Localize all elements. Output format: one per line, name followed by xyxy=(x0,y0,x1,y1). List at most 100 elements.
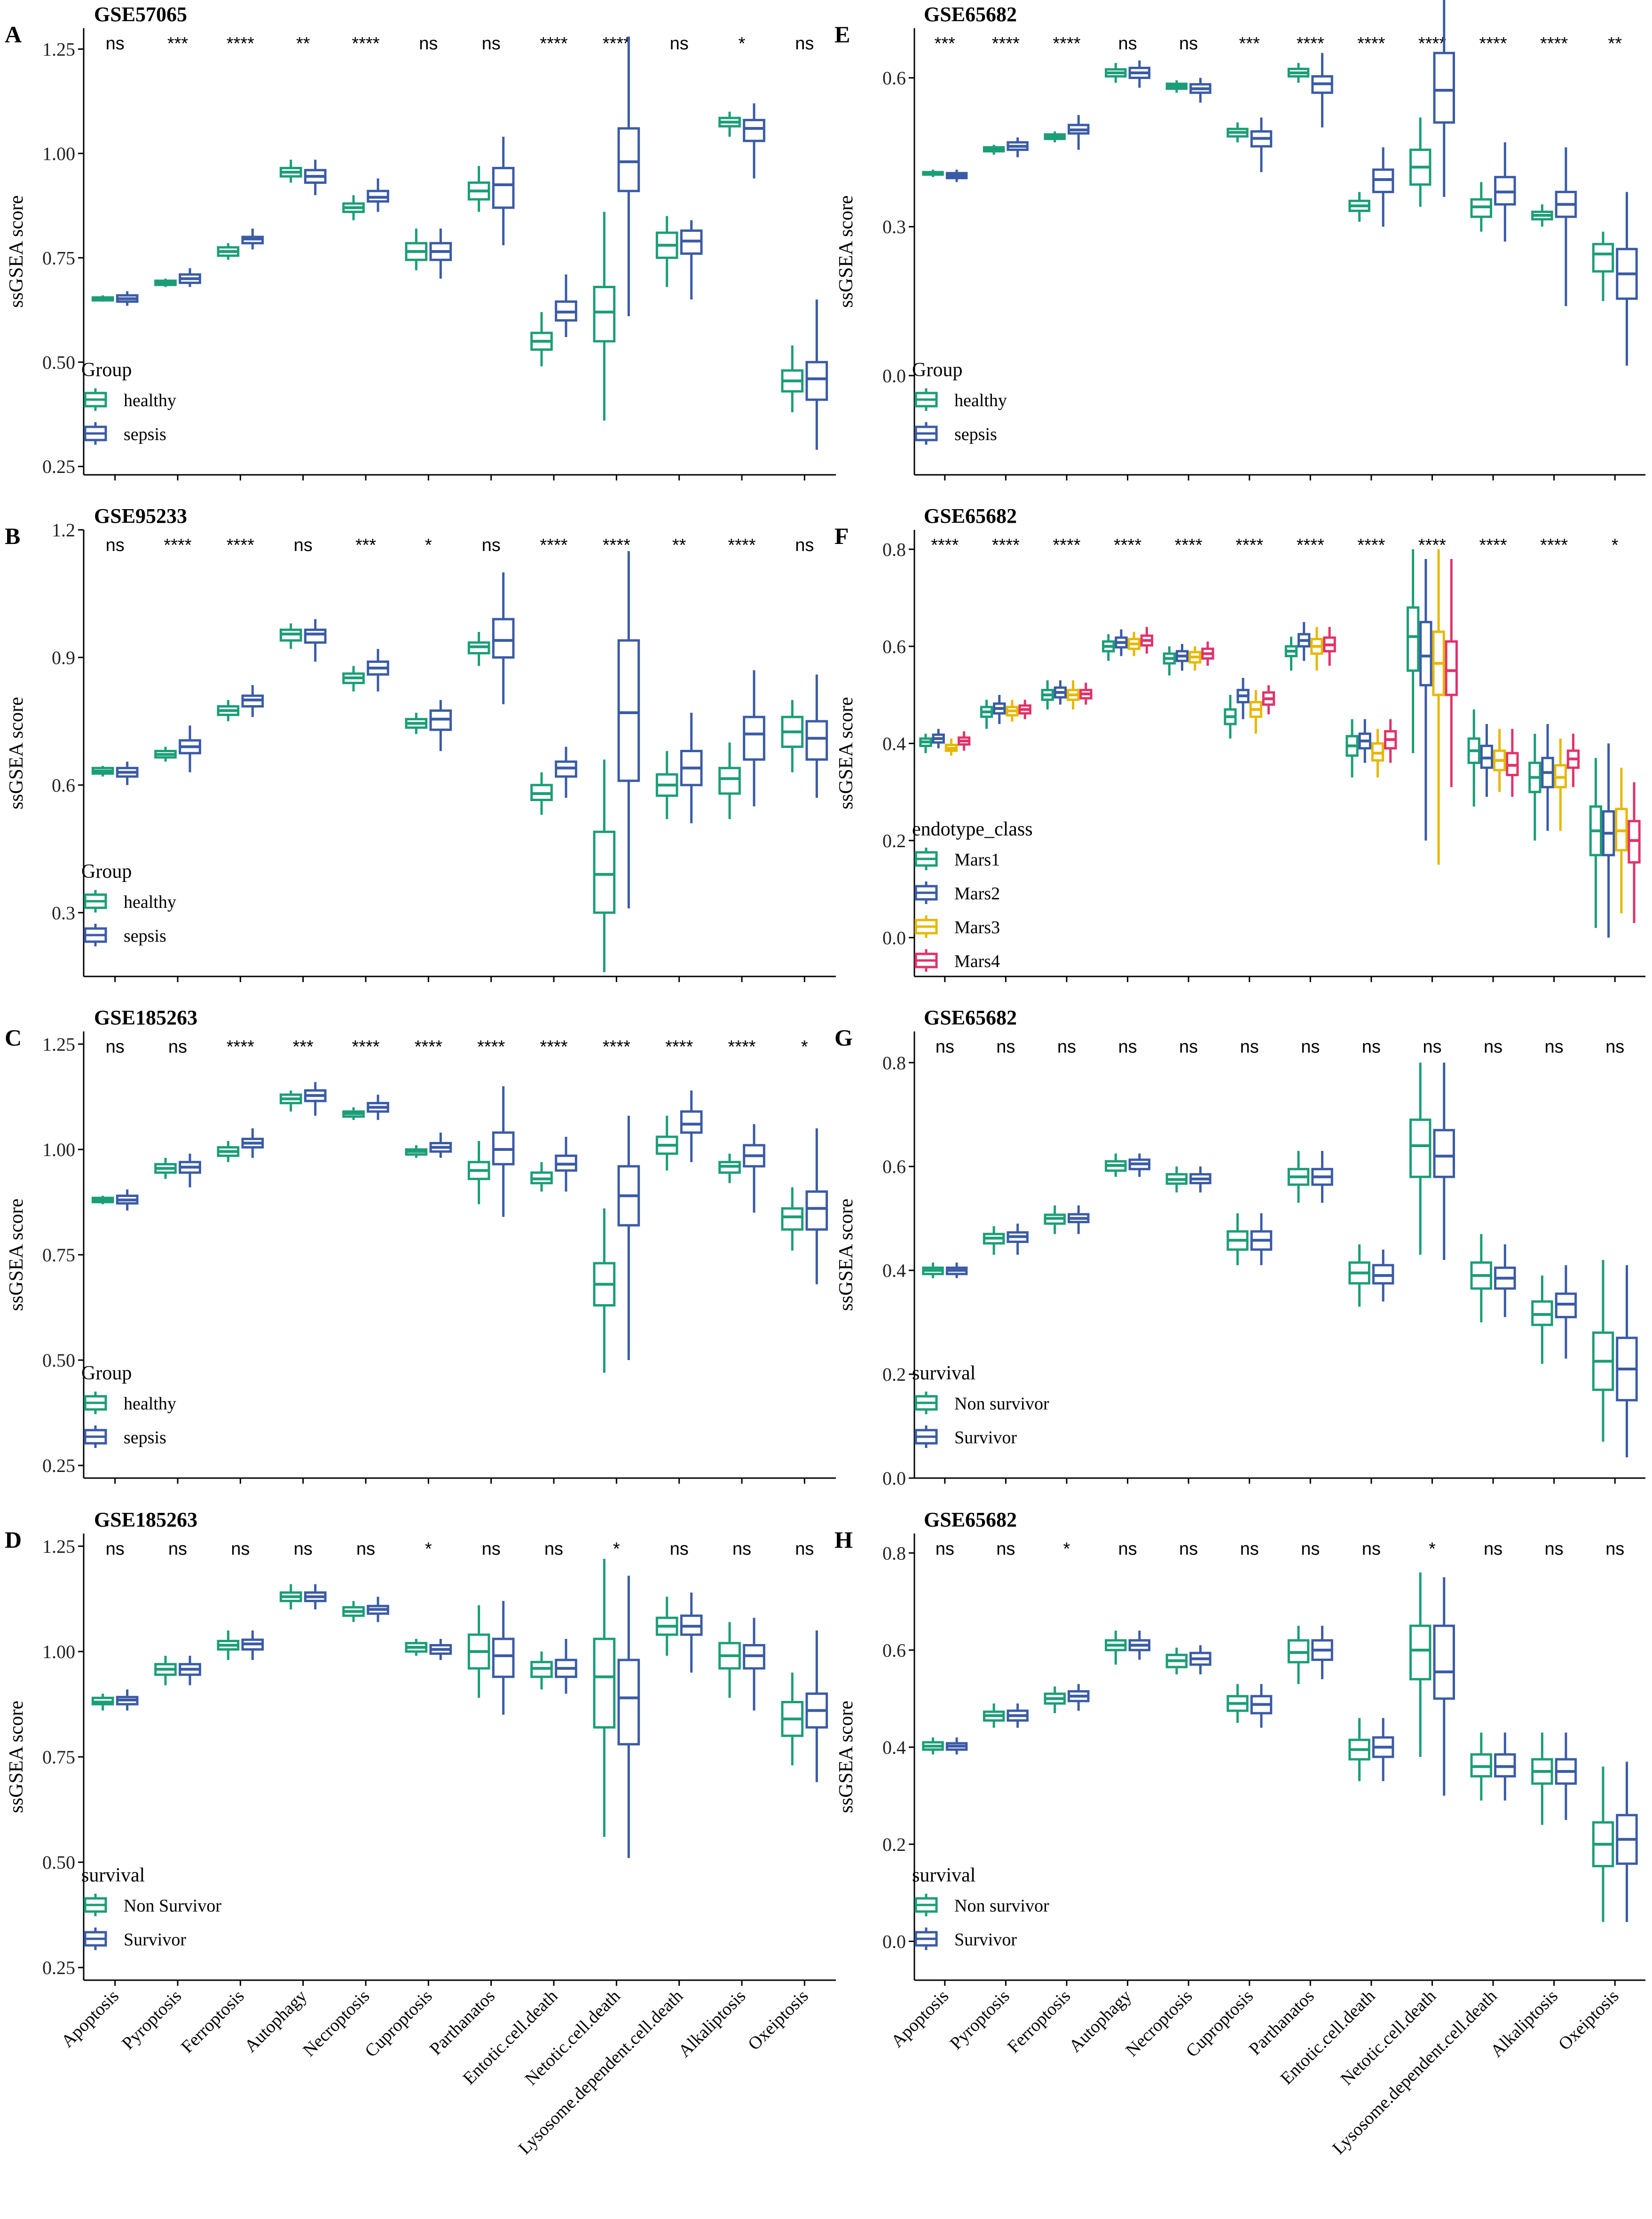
significance-label: * xyxy=(613,1539,620,1559)
y-tick-label: 0.6 xyxy=(52,775,75,796)
significance-label: ** xyxy=(296,34,310,54)
y-tick-label: 1.00 xyxy=(42,1139,75,1160)
significance-label: **** xyxy=(1540,34,1568,54)
panel-h: H GSE65682 0.0 0.2 0.4 0.6 0.8 ssGSEA score ns ns… xyxy=(834,1508,1645,2158)
y-tick-label: 0.50 xyxy=(42,1350,75,1371)
significance-label: ns xyxy=(482,1539,501,1559)
significance-label: ns xyxy=(106,535,125,555)
significance-label: *** xyxy=(292,1037,314,1057)
significance-label: ns xyxy=(544,1539,563,1559)
y-tick-label: 0.0 xyxy=(882,1468,906,1489)
significance-label: * xyxy=(425,535,432,555)
significance-label: ns xyxy=(106,34,125,54)
legend-entry: Non Survivor xyxy=(124,1896,221,1916)
panel-letter: B xyxy=(5,523,20,549)
legend-entry: healthy xyxy=(124,892,176,912)
legend: Group healthy sepsis xyxy=(81,359,176,445)
box-healthy xyxy=(593,285,616,343)
box-survivor xyxy=(492,1637,515,1678)
y-tick-label: 0.2 xyxy=(882,1834,906,1855)
y-tick-label: 1.25 xyxy=(42,1034,75,1055)
legend-title: Group xyxy=(81,1362,132,1384)
x-tick-label: Ferroptosis xyxy=(1004,1986,1075,2057)
y-tick-label: 0.75 xyxy=(42,247,75,268)
significance-label: ns xyxy=(1179,1037,1198,1057)
box-survivor xyxy=(617,1659,640,1746)
significance-label: **** xyxy=(992,535,1020,555)
y-tick-label: 0.75 xyxy=(42,1747,75,1768)
significance-label: *** xyxy=(935,34,956,54)
significance-label: **** xyxy=(352,1037,379,1057)
box-sepsis xyxy=(1433,52,1455,124)
box-non-survivor xyxy=(1409,1624,1432,1681)
box-non-survivor xyxy=(1409,1118,1432,1178)
significance-label: **** xyxy=(1418,535,1446,555)
significance-label: ns xyxy=(294,1539,313,1559)
panel-title: GSE57065 xyxy=(94,3,187,26)
significance-label: ns xyxy=(1240,1539,1259,1559)
significance-label: **** xyxy=(728,535,755,555)
significance-label: ns xyxy=(1484,1539,1503,1559)
y-tick-label: 0.50 xyxy=(42,1852,75,1873)
legend-title: survival xyxy=(81,1865,145,1886)
significance-label: ns xyxy=(996,1539,1015,1559)
panel-letter: A xyxy=(5,21,22,47)
significance-label: * xyxy=(425,1539,432,1559)
y-axis-label: ssGSEA score xyxy=(6,1198,27,1311)
y-tick-label: 0.6 xyxy=(882,1640,906,1661)
significance-label: ns xyxy=(1179,34,1198,54)
significance-label: ns xyxy=(1057,1037,1076,1057)
panel-title: GSE185263 xyxy=(94,1006,197,1029)
significance-label: *** xyxy=(167,34,189,54)
legend: survival Non Survivor Survivor xyxy=(81,1865,221,1950)
box-healthy xyxy=(718,767,741,795)
y-axis-label: ssGSEA score xyxy=(835,195,857,307)
y-tick-label: 0.4 xyxy=(882,733,906,754)
significance-label: ns xyxy=(1301,1539,1320,1559)
significance-label: * xyxy=(739,34,746,54)
significance-label: **** xyxy=(1540,535,1568,555)
significance-label: ns xyxy=(795,34,814,54)
significance-label: ns xyxy=(670,1539,689,1559)
significance-label: ns xyxy=(1423,1037,1441,1057)
y-axis-label: ssGSEA score xyxy=(6,697,27,809)
y-tick-label: 0.25 xyxy=(42,1455,75,1476)
box-sepsis xyxy=(304,629,327,644)
significance-label: ns xyxy=(1362,1539,1381,1559)
panel-a: A GSE57065 0.25 0.50 0.75 1.00 1.25 ssGSEA scor… xyxy=(5,3,836,480)
box-healthy xyxy=(593,830,616,914)
box-sepsis xyxy=(743,118,765,142)
y-tick-label: 0.6 xyxy=(882,636,906,657)
significance-label: ns xyxy=(356,1539,375,1559)
legend: Group healthy sepsis xyxy=(912,359,1007,445)
y-tick-label: 0.3 xyxy=(882,216,906,237)
y-tick-label: 0.9 xyxy=(52,647,75,668)
significance-label: **** xyxy=(352,34,379,54)
panel-c: C GSE185263 0.25 0.50 0.75 1.00 1.25 ssGSEA sco… xyxy=(5,1006,836,1484)
significance-label: **** xyxy=(227,1037,254,1057)
panel-letter: D xyxy=(5,1527,22,1553)
y-tick-label: 0.4 xyxy=(882,1737,906,1758)
significance-label: ns xyxy=(936,1539,954,1559)
significance-label: ns xyxy=(1545,1539,1564,1559)
panel-letter: F xyxy=(834,523,849,549)
significance-label: ns xyxy=(1301,1037,1320,1057)
y-axis-label: ssGSEA score xyxy=(835,1700,857,1813)
significance-label: **** xyxy=(1357,34,1385,54)
significance-label: **** xyxy=(1114,535,1141,555)
y-axis-label: ssGSEA score xyxy=(6,1700,27,1813)
significance-label: ns xyxy=(1605,1037,1624,1057)
y-axis-label: ssGSEA score xyxy=(6,195,27,307)
significance-label: ns xyxy=(795,535,814,555)
legend-entry: Non survivor xyxy=(954,1896,1049,1916)
legend-entry: sepsis xyxy=(124,1428,166,1448)
y-axis-label: ssGSEA score xyxy=(835,697,857,809)
panel-title: GSE65682 xyxy=(924,1006,1017,1029)
significance-label: **** xyxy=(1357,535,1385,555)
x-tick-label: Oxeiptosis xyxy=(744,1986,812,2054)
significance-label: **** xyxy=(540,1037,567,1057)
box-sepsis xyxy=(617,127,640,192)
panel-title: GSE95233 xyxy=(94,504,187,527)
significance-label: ns xyxy=(732,1539,751,1559)
